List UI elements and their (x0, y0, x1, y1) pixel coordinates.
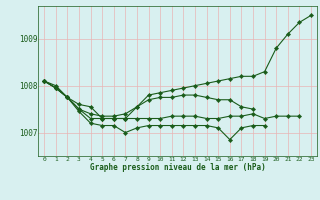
X-axis label: Graphe pression niveau de la mer (hPa): Graphe pression niveau de la mer (hPa) (90, 163, 266, 172)
